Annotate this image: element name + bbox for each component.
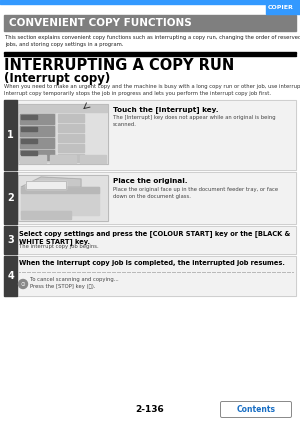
Text: INTERRUPTING A COPY RUN: INTERRUPTING A COPY RUN	[4, 58, 234, 73]
Text: 2: 2	[7, 193, 14, 203]
Bar	[266, 0, 300, 14]
Bar	[18, 104, 108, 164]
Bar	[4, 172, 296, 224]
Bar	[4, 226, 296, 254]
Bar	[21, 139, 37, 143]
Bar	[20, 114, 54, 124]
Bar	[20, 126, 54, 136]
Bar	[21, 115, 37, 119]
Bar	[4, 52, 296, 54]
Polygon shape	[21, 177, 81, 187]
Bar	[21, 211, 71, 219]
Bar	[18, 175, 108, 221]
Bar	[21, 187, 99, 215]
Text: When you need to make an urgent copy and the machine is busy with a long copy ru: When you need to make an urgent copy and…	[4, 84, 300, 96]
Text: (Interrupt copy): (Interrupt copy)	[4, 72, 110, 85]
Bar	[58, 114, 84, 122]
Bar	[21, 151, 37, 155]
Bar	[18, 175, 108, 221]
Text: 2-136: 2-136	[136, 405, 164, 414]
Bar	[0, 0, 300, 4]
Bar	[21, 127, 37, 131]
Bar	[20, 155, 46, 163]
Text: 3: 3	[7, 235, 14, 245]
Bar	[21, 187, 99, 193]
FancyBboxPatch shape	[220, 402, 292, 417]
Bar	[4, 256, 296, 296]
Bar	[26, 181, 66, 189]
Bar	[80, 155, 106, 163]
Bar	[26, 181, 66, 189]
Bar	[4, 100, 296, 170]
Text: Contents: Contents	[236, 405, 275, 414]
Text: CONVENIENT COPY FUNCTIONS: CONVENIENT COPY FUNCTIONS	[9, 18, 192, 28]
Bar	[4, 100, 17, 170]
Text: 1: 1	[7, 130, 14, 140]
Bar	[19, 113, 55, 162]
Text: ⊙: ⊙	[21, 281, 25, 286]
Text: Select copy settings and press the [COLOUR START] key or the [BLACK &
WHITE STAR: Select copy settings and press the [COLO…	[19, 230, 290, 245]
Bar	[4, 256, 17, 296]
Text: The interrupt copy job begins.: The interrupt copy job begins.	[19, 244, 99, 249]
Text: 4: 4	[7, 271, 14, 281]
Bar	[20, 138, 54, 148]
Text: Place the original.: Place the original.	[113, 178, 188, 184]
Text: To cancel scanning and copying...
Press the [STOP] key (ⓧ).: To cancel scanning and copying... Press …	[30, 277, 119, 289]
Bar	[4, 172, 17, 224]
Bar	[20, 150, 54, 160]
Bar	[58, 124, 84, 132]
Bar	[18, 104, 108, 164]
Text: When the interrupt copy job is completed, the interrupted job resumes.: When the interrupt copy job is completed…	[19, 260, 285, 266]
Text: COPIER: COPIER	[268, 5, 294, 9]
Bar	[58, 154, 84, 162]
Bar	[50, 155, 76, 163]
Text: Touch the [Interrupt] key.: Touch the [Interrupt] key.	[113, 106, 218, 113]
Circle shape	[19, 280, 28, 289]
Bar	[4, 15, 296, 31]
Bar	[58, 144, 84, 152]
Bar	[4, 55, 296, 56]
Bar	[4, 100, 296, 170]
Text: This section explains convenient copy functions such as interrupting a copy run,: This section explains convenient copy fu…	[5, 35, 300, 47]
Bar	[4, 172, 296, 224]
Bar	[4, 226, 296, 254]
Bar	[58, 134, 84, 142]
Bar	[19, 105, 107, 112]
Text: The [Interrupt] key does not appear while an original is being
scanned.: The [Interrupt] key does not appear whil…	[113, 115, 276, 127]
Text: Place the original face up in the document feeder tray, or face
down on the docu: Place the original face up in the docume…	[113, 187, 278, 199]
Bar	[4, 256, 296, 296]
Bar	[4, 226, 17, 254]
